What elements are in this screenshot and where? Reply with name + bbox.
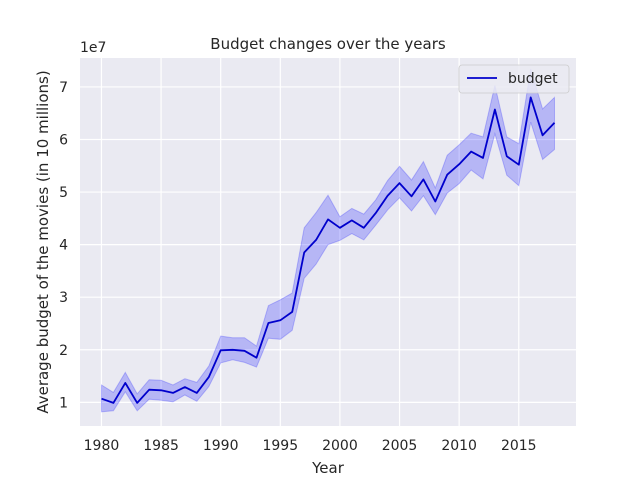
legend-box bbox=[458, 64, 570, 94]
x-tick-label: 1990 bbox=[203, 438, 239, 454]
x-tick-label: 2015 bbox=[501, 438, 537, 454]
y-tick-label: 5 bbox=[59, 185, 68, 201]
x-axis-ticks: 1980 1985 1990 1995 2000 2005 2010 2015 bbox=[84, 438, 537, 454]
y-axis-ticks: 1 2 3 4 5 6 7 bbox=[59, 80, 68, 411]
x-tick-label: 1985 bbox=[143, 438, 179, 454]
budget-series-line bbox=[101, 96, 556, 404]
x-tick-label: 2000 bbox=[322, 438, 358, 454]
confidence-band bbox=[101, 68, 555, 413]
y-axis-offset-label: 1e7 bbox=[80, 40, 106, 56]
y-tick-label: 2 bbox=[59, 343, 68, 359]
x-tick-label: 1995 bbox=[262, 438, 298, 454]
x-tick-label: 2005 bbox=[382, 438, 418, 454]
y-tick-label: 1 bbox=[59, 395, 68, 411]
x-tick-label: 1980 bbox=[84, 438, 120, 454]
grid-lines bbox=[80, 58, 576, 426]
legend: budget bbox=[458, 64, 570, 94]
y-tick-label: 3 bbox=[59, 290, 68, 306]
y-tick-label: 7 bbox=[59, 80, 68, 96]
chart-title: Budget changes over the years bbox=[210, 35, 446, 53]
x-axis-title: Year bbox=[311, 459, 345, 477]
x-tick-label: 2010 bbox=[441, 438, 477, 454]
y-axis-title: Average budget of the movies (in 10 mill… bbox=[34, 70, 52, 413]
y-tick-label: 4 bbox=[59, 238, 68, 254]
y-tick-label: 6 bbox=[59, 132, 68, 148]
legend-label: budget bbox=[508, 71, 558, 87]
